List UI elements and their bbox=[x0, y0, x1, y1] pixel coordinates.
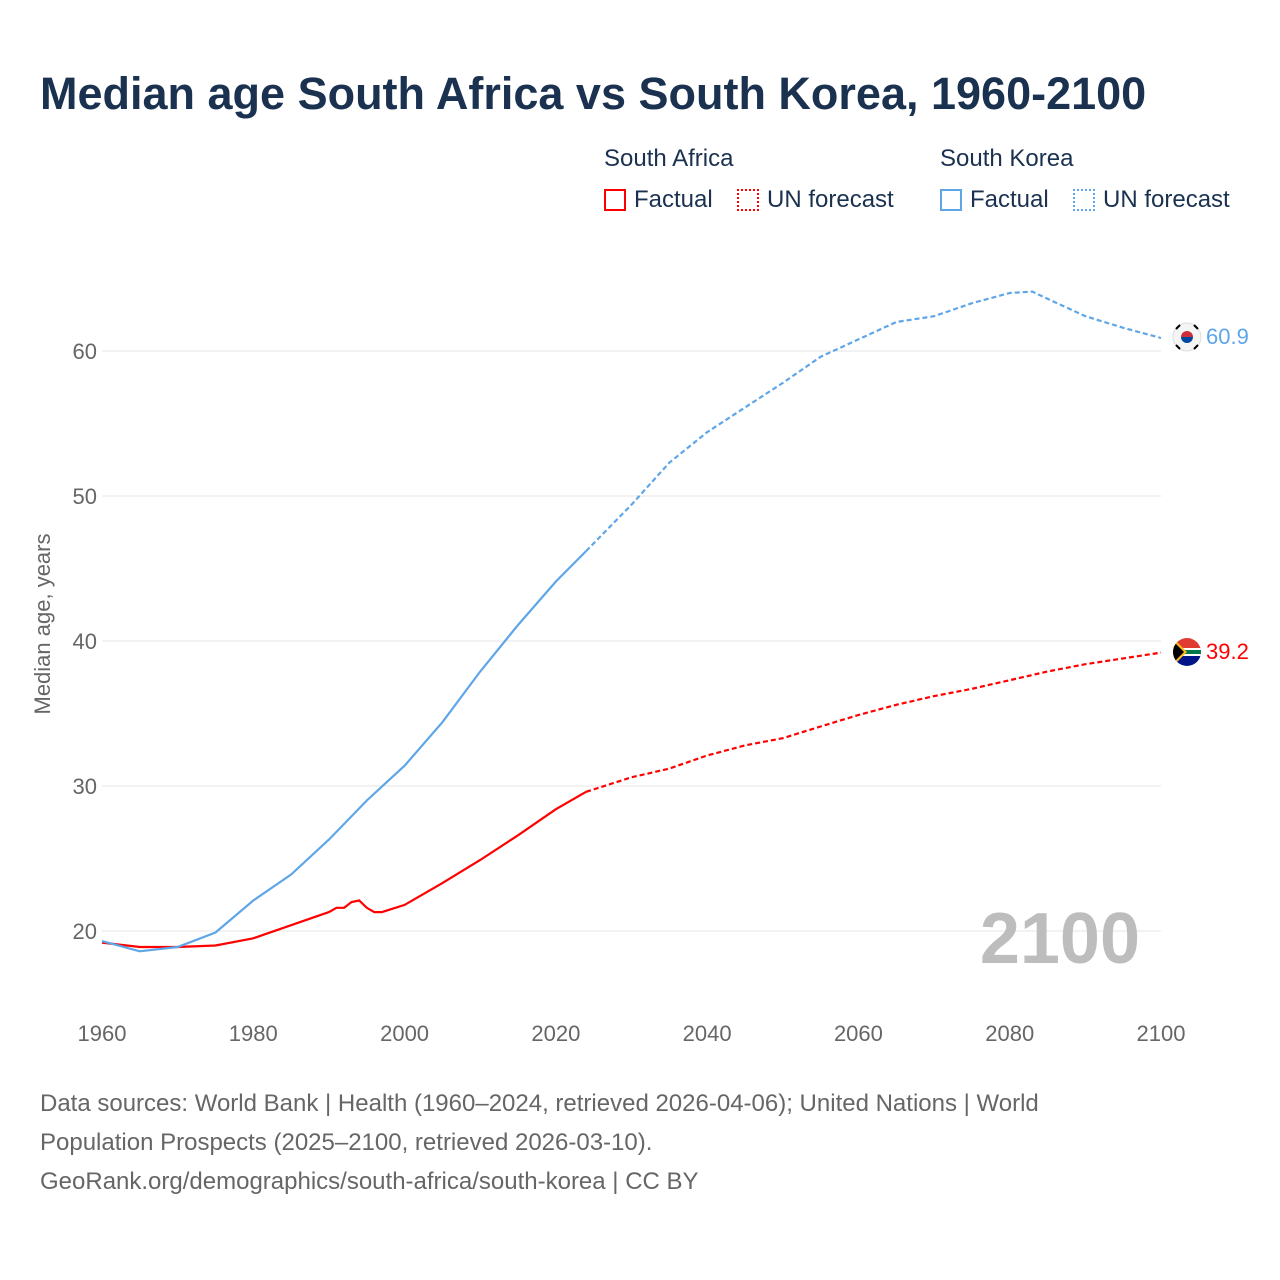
y-axis-label: Median age, years bbox=[30, 534, 55, 715]
x-tick-label: 1960 bbox=[78, 1021, 127, 1046]
series-line-south-africa-forecast bbox=[585, 651, 1162, 793]
legend-label: Factual bbox=[970, 186, 1049, 213]
legend-label: UN forecast bbox=[767, 186, 894, 213]
legend-sa-factual[interactable]: Factual bbox=[604, 186, 713, 214]
y-tick-label: 20 bbox=[73, 919, 97, 944]
legend-swatch bbox=[737, 189, 759, 211]
x-tick-label: 2100 bbox=[1137, 1021, 1186, 1046]
footer-sources-line2: Population Prospects (2025–2100, retriev… bbox=[40, 1129, 653, 1156]
chart-title: Median age South Africa vs South Korea, … bbox=[40, 68, 1147, 119]
footer-link[interactable]: GeoRank.org/demographics/south-africa/so… bbox=[40, 1168, 699, 1195]
y-tick-label: 60 bbox=[73, 339, 97, 364]
legend-group-south-africa: South Africa bbox=[604, 145, 734, 172]
legend-sk-factual[interactable]: Factual bbox=[940, 186, 1049, 214]
legend-sa-forecast[interactable]: UN forecast bbox=[737, 186, 894, 214]
end-label-south-korea: 60.9 bbox=[1206, 324, 1249, 349]
legend-sk-forecast[interactable]: UN forecast bbox=[1073, 186, 1230, 214]
series-line-south-korea-factual bbox=[101, 550, 587, 953]
y-tick-label: 50 bbox=[73, 484, 97, 509]
x-tick-label: 2060 bbox=[834, 1021, 883, 1046]
end-label-south-africa: 39.2 bbox=[1206, 639, 1249, 664]
x-tick-label: 2040 bbox=[683, 1021, 732, 1046]
legend-group-south-korea: South Korea bbox=[940, 145, 1074, 172]
x-tick-label: 2020 bbox=[531, 1021, 580, 1046]
y-tick-label: 40 bbox=[73, 629, 97, 654]
legend-swatch bbox=[1073, 189, 1095, 211]
south-korea-flag-icon bbox=[1172, 322, 1202, 352]
footer-sources-line1: Data sources: World Bank | Health (1960–… bbox=[40, 1090, 1039, 1117]
south-africa-flag-icon bbox=[1173, 638, 1201, 666]
legend-label: UN forecast bbox=[1103, 186, 1230, 213]
legend-swatch bbox=[940, 189, 962, 211]
legend-label: Factual bbox=[634, 186, 713, 213]
x-tick-label: 2000 bbox=[380, 1021, 429, 1046]
x-tick-label: 2080 bbox=[985, 1021, 1034, 1046]
year-watermark: 2100 bbox=[980, 899, 1140, 979]
y-tick-label: 30 bbox=[73, 774, 97, 799]
legend-swatch bbox=[604, 189, 626, 211]
series-line-south-korea-forecast bbox=[585, 290, 1162, 552]
series-line-south-africa-factual bbox=[101, 790, 587, 949]
x-tick-label: 1980 bbox=[229, 1021, 278, 1046]
